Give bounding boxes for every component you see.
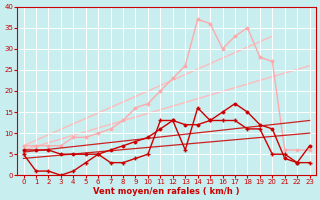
X-axis label: Vent moyen/en rafales ( km/h ): Vent moyen/en rafales ( km/h ) [93,187,240,196]
